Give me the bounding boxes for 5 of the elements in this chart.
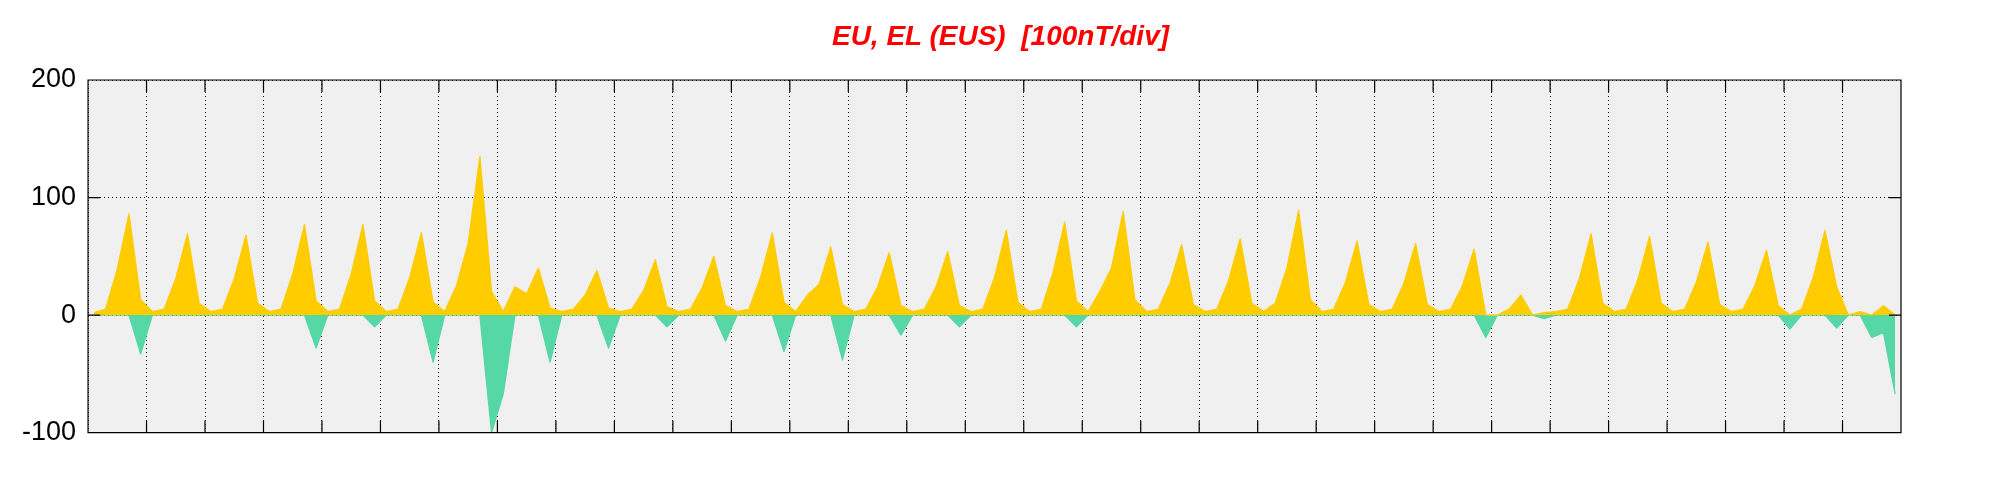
y-tick-label: 0 xyxy=(61,298,77,329)
chart-title: EU, EL (EUS) [100nT/div] xyxy=(830,20,1171,52)
y-tick-label: -100 xyxy=(21,416,77,447)
y-tick-label: 200 xyxy=(30,63,77,94)
y-tick-label: 100 xyxy=(30,180,77,211)
